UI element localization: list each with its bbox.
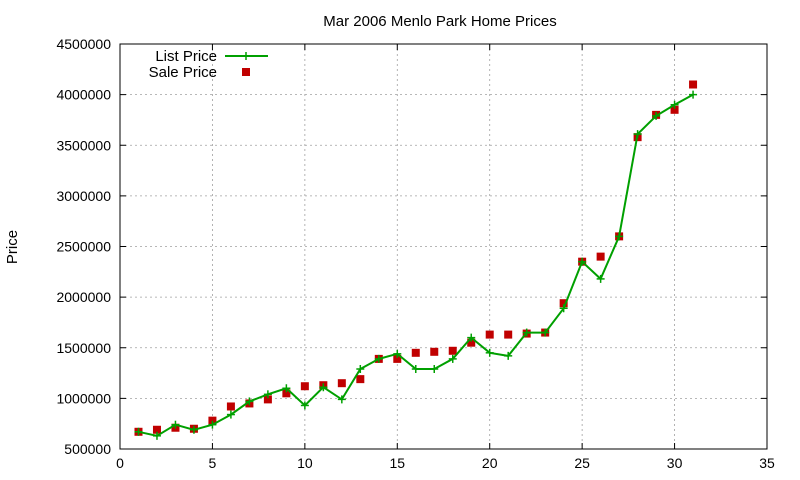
sale-price-point xyxy=(282,389,291,398)
grid xyxy=(120,44,767,449)
list-price-point xyxy=(448,354,457,363)
list-price-point xyxy=(670,100,679,109)
sale-price-point xyxy=(596,252,605,261)
list-price-point xyxy=(300,401,309,410)
x-tick-label: 10 xyxy=(297,455,313,471)
x-tick-label: 0 xyxy=(116,455,124,471)
plot-frame xyxy=(119,43,768,450)
sale-price-point xyxy=(467,338,476,347)
list-price-point xyxy=(596,274,605,283)
list-price-point xyxy=(337,395,346,404)
axis-ticks xyxy=(119,43,768,450)
x-tick-label: 5 xyxy=(209,455,217,471)
sale-price-point xyxy=(263,395,272,404)
x-tick-label: 20 xyxy=(482,455,498,471)
y-tick-label: 2000000 xyxy=(56,289,111,305)
list-price-point xyxy=(652,111,661,120)
list-price-point xyxy=(689,90,698,99)
list-price-line xyxy=(138,93,694,437)
y-tick-label: 1500000 xyxy=(56,340,111,356)
list-price-point xyxy=(615,232,624,241)
y-tick-label: 4000000 xyxy=(56,87,111,103)
list-price-point xyxy=(504,351,513,360)
x-tick-label: 30 xyxy=(667,455,683,471)
x-tick-label: 15 xyxy=(389,455,405,471)
y-tick-labels: 500000 1000000 1500000 2000000 2500000 300000… xyxy=(56,36,111,457)
legend-label-sale-price: Sale Price xyxy=(149,64,217,81)
x-tick-label: 35 xyxy=(759,455,775,471)
legend-swatch-list-price-marker xyxy=(242,52,250,60)
list-price-point xyxy=(374,354,383,363)
x-tick-labels: 0 5 10 15 20 25 30 35 xyxy=(116,455,775,471)
list-price-point xyxy=(430,365,439,374)
legend: List Price Sale Price xyxy=(149,48,268,81)
sale-price-point xyxy=(430,347,439,356)
y-axis-label: Price xyxy=(4,230,21,264)
list-price-point xyxy=(356,365,365,374)
legend-label-list-price: List Price xyxy=(155,48,217,65)
sale-price-point xyxy=(689,80,698,89)
sale-price-point xyxy=(485,330,494,339)
list-price-point xyxy=(171,420,180,429)
list-price-point xyxy=(411,365,420,374)
list-price-point xyxy=(319,383,328,392)
sale-price-point xyxy=(670,105,679,114)
list-price-point xyxy=(467,333,476,342)
list-price-point xyxy=(633,130,642,139)
list-price-point xyxy=(559,304,568,313)
y-tick-label: 500000 xyxy=(64,441,111,457)
list-price-point xyxy=(189,425,198,434)
sale-price-point xyxy=(504,330,513,339)
sale-price-point xyxy=(226,402,235,411)
y-tick-label: 3000000 xyxy=(56,188,111,204)
list-price-point xyxy=(541,328,550,337)
sale-price-point xyxy=(393,354,402,363)
x-tick-label: 25 xyxy=(574,455,590,471)
series xyxy=(134,80,698,440)
list-price-point xyxy=(152,431,161,440)
list-price-point xyxy=(245,397,254,406)
sale-price-point xyxy=(411,348,420,357)
sale-price-point xyxy=(448,346,457,355)
sale-price-point xyxy=(337,379,346,388)
sale-price-point xyxy=(356,375,365,384)
legend-swatch-sale-price-marker xyxy=(242,68,250,76)
list-price-point xyxy=(522,328,531,337)
list-price-point xyxy=(485,348,494,357)
y-tick-label: 2500000 xyxy=(56,239,111,255)
sale-price-point xyxy=(208,416,217,425)
sale-price-point xyxy=(559,299,568,308)
list-price-point xyxy=(393,349,402,358)
y-tick-label: 1000000 xyxy=(56,390,111,406)
y-tick-label: 3500000 xyxy=(56,137,111,153)
list-price-point xyxy=(578,257,587,266)
list-price-point xyxy=(208,420,217,429)
list-price-point xyxy=(226,410,235,419)
y-tick-label: 4500000 xyxy=(56,36,111,52)
list-price-point xyxy=(263,390,272,399)
list-price-point xyxy=(134,427,143,436)
chart-title: Mar 2006 Menlo Park Home Prices xyxy=(323,13,556,30)
list-price-point xyxy=(282,384,291,393)
sale-price-point xyxy=(152,425,161,434)
sale-price-point xyxy=(300,382,309,391)
